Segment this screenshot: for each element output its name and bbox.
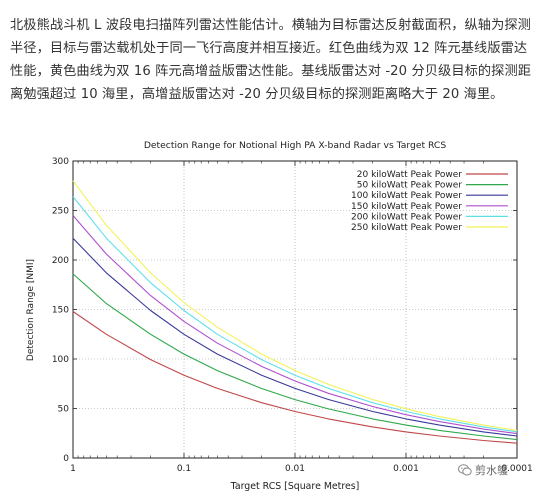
y-tick-label: 300 [52,157,69,167]
legend-label-3: 100 kiloWatt Peak Power [351,191,462,201]
y-tick-label: 100 [52,355,69,365]
y-axis-label: Detection Range [NMI] [26,259,36,361]
x-tick-label: 1 [70,464,76,474]
y-tick-label: 0 [63,454,69,464]
x-axis-label: Target RCS [Square Metres] [230,481,360,492]
series-line-2 [72,273,518,441]
legend-label-5: 200 kiloWatt Peak Power [351,212,462,222]
chart-container: Detection Range for Notional High PA X-b… [0,132,550,495]
series-line-1 [72,311,518,444]
y-tick-label: 200 [52,256,69,266]
series-line-5 [72,196,518,433]
grid-layer [73,161,517,458]
y-tick-label: 250 [52,207,69,217]
chart-title: Detection Range for Notional High PA X-b… [144,140,447,151]
legend-label-1: 20 kiloWatt Peak Power [357,170,463,180]
legend-label-6: 250 kiloWatt Peak Power [351,223,462,233]
x-tick-label: 0.001 [393,464,419,474]
y-tick-label: 150 [52,306,69,316]
x-tick-label: 0.0001 [501,464,533,474]
y-tick-label: 50 [58,405,70,415]
article-paragraph: 北极熊战斗机 L 波段电扫描阵列雷达性能估计。横轴为目标雷达反射截面积，纵轴为探… [10,18,532,102]
legend-label-4: 150 kiloWatt Peak Power [351,202,462,212]
x-tick-label: 0.01 [285,464,305,474]
axes-layer: 0 50 100 150 200 250 300 1 0.1 0.01 0.001 0.0001 [52,157,533,474]
x-tick-label: 0.1 [177,464,191,474]
series-line-3 [72,237,518,437]
series-line-4 [72,215,518,435]
legend-label-2: 50 kiloWatt Peak Power [357,181,463,191]
series-line-6 [72,180,518,431]
series-layer [72,180,518,444]
watermark-text: 剪水鹱 [475,464,508,477]
watermark: 剪水鹱 [458,460,546,480]
detection-range-chart: Detection Range for Notional High PA X-b… [26,140,533,492]
wechat-icon [458,463,472,477]
